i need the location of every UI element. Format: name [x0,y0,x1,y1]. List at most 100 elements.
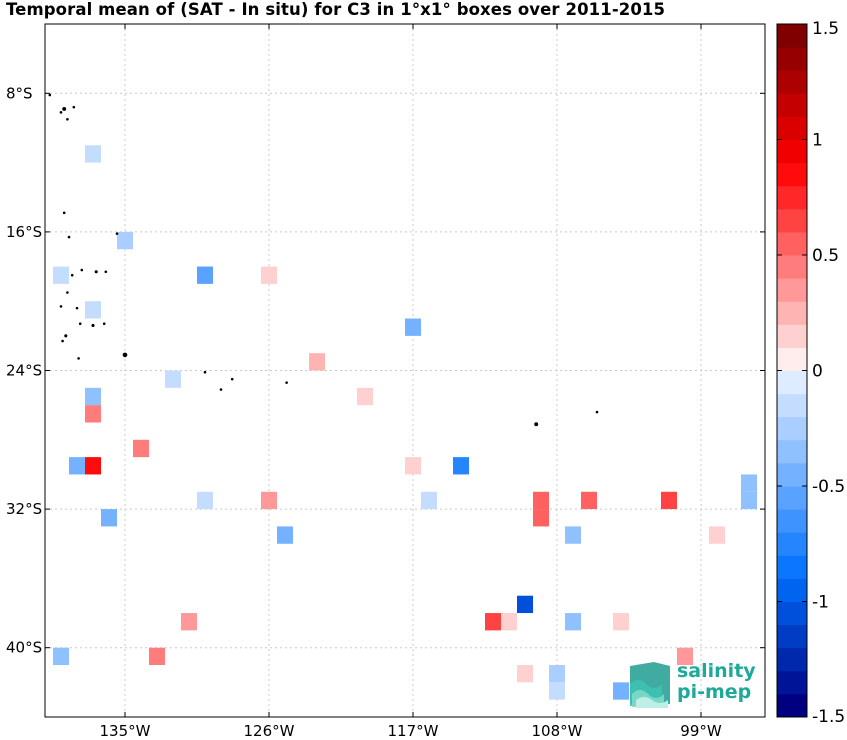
islands [48,93,599,427]
colorbar: 1.5 1 0.5 0 -0.5 -1 -1.5 [776,19,845,727]
colorbar-tick-label: -1 [812,593,829,613]
logo-text-pi-mep: pi-mep [677,681,752,703]
colorbar-step [777,670,807,695]
colorbar-step [777,693,807,718]
lon-tick-label: 99°W [680,722,722,740]
island-dot [75,306,79,310]
colorbar-step [777,486,807,510]
colorbar-step [777,393,807,418]
map-plot-area [44,23,766,718]
lon-tick-label: 135°W [100,722,151,740]
colorbar-step [777,370,807,395]
data-cell [533,491,549,510]
island-dot [203,370,207,374]
island-dot [62,106,67,111]
data-cell [613,613,629,631]
data-cell [181,613,197,631]
colorbar-step [777,70,807,94]
island-dot [67,235,71,239]
island-dot [62,211,66,215]
colorbar-step [777,24,807,48]
colorbar-step [777,532,807,556]
colorbar-step [777,185,807,210]
data-cell [165,370,181,388]
data-cell [501,613,517,631]
island-dot [72,105,76,109]
data-cell [309,353,325,371]
data-cell [261,491,277,510]
lon-tick-label: 117°W [388,722,439,740]
island-dot [64,334,68,338]
island-dot [59,111,63,114]
data-cell [85,145,101,163]
salinity-pi-mep-logo: salinity pi-mep [626,660,756,708]
data-cell [85,457,101,475]
colorbar-step [777,116,807,140]
data-cell [149,647,165,666]
island-dot [115,232,119,235]
lon-tick-label: 126°W [244,722,295,740]
colorbar-step [777,324,807,348]
island-dot [534,422,539,427]
data-cell [485,613,501,631]
colorbar-tick-label: 1.5 [812,19,839,39]
colorbar-step [777,647,807,672]
colorbar-step [777,301,807,325]
data-cell [709,526,725,544]
data-cell [549,665,565,683]
colorbar-step [777,624,807,649]
colorbar-step [777,208,807,233]
data-cell [565,613,581,631]
colorbar-step [777,439,807,464]
data-cell [101,509,117,527]
colorbar-step [777,509,807,533]
colorbar-tick-label: -1.5 [812,707,845,727]
island-dot [595,410,599,414]
colorbar-step [777,93,807,117]
island-dot [78,322,82,326]
colorbar-steps [777,24,807,718]
data-cell [517,595,533,614]
data-cells [53,145,757,700]
island-dot [102,322,106,326]
data-cell [549,682,565,700]
island-dot [77,357,80,360]
lat-tick-label: 40°S [6,639,42,657]
data-cell [117,231,133,250]
lat-tick-label: 8°S [6,84,33,102]
data-cell [85,405,101,423]
island-dot [104,270,108,274]
island-dot [66,291,69,294]
data-cell [421,491,437,510]
data-cell [565,526,581,544]
colorbar-step [777,601,807,626]
colorbar-step [777,162,807,187]
data-cell [741,491,757,510]
colorbar-step [777,555,807,579]
data-cell [517,665,533,683]
data-cell [357,387,373,406]
colorbar-step [777,347,807,371]
island-dot [230,377,234,381]
island-dot [219,388,223,391]
island-dot [59,305,63,308]
data-cell [741,474,757,492]
island-dot [48,93,52,97]
data-cell [85,387,101,406]
data-cell [53,647,69,666]
colorbar-step [777,139,807,164]
island-dot [285,381,288,384]
data-cell [405,457,421,475]
lat-tick-label: 24°S [6,362,42,380]
data-cell [85,301,101,319]
colorbar-ticks: 1.5 1 0.5 0 -0.5 -1 -1.5 [777,19,845,727]
colorbar-step [777,462,807,487]
colorbar-tick-label: 0 [812,362,823,382]
colorbar-step [777,416,807,441]
colorbar-step [777,255,807,279]
data-cell [197,266,213,284]
data-cell [677,647,693,666]
island-dot [122,352,128,358]
data-cell [453,457,469,475]
